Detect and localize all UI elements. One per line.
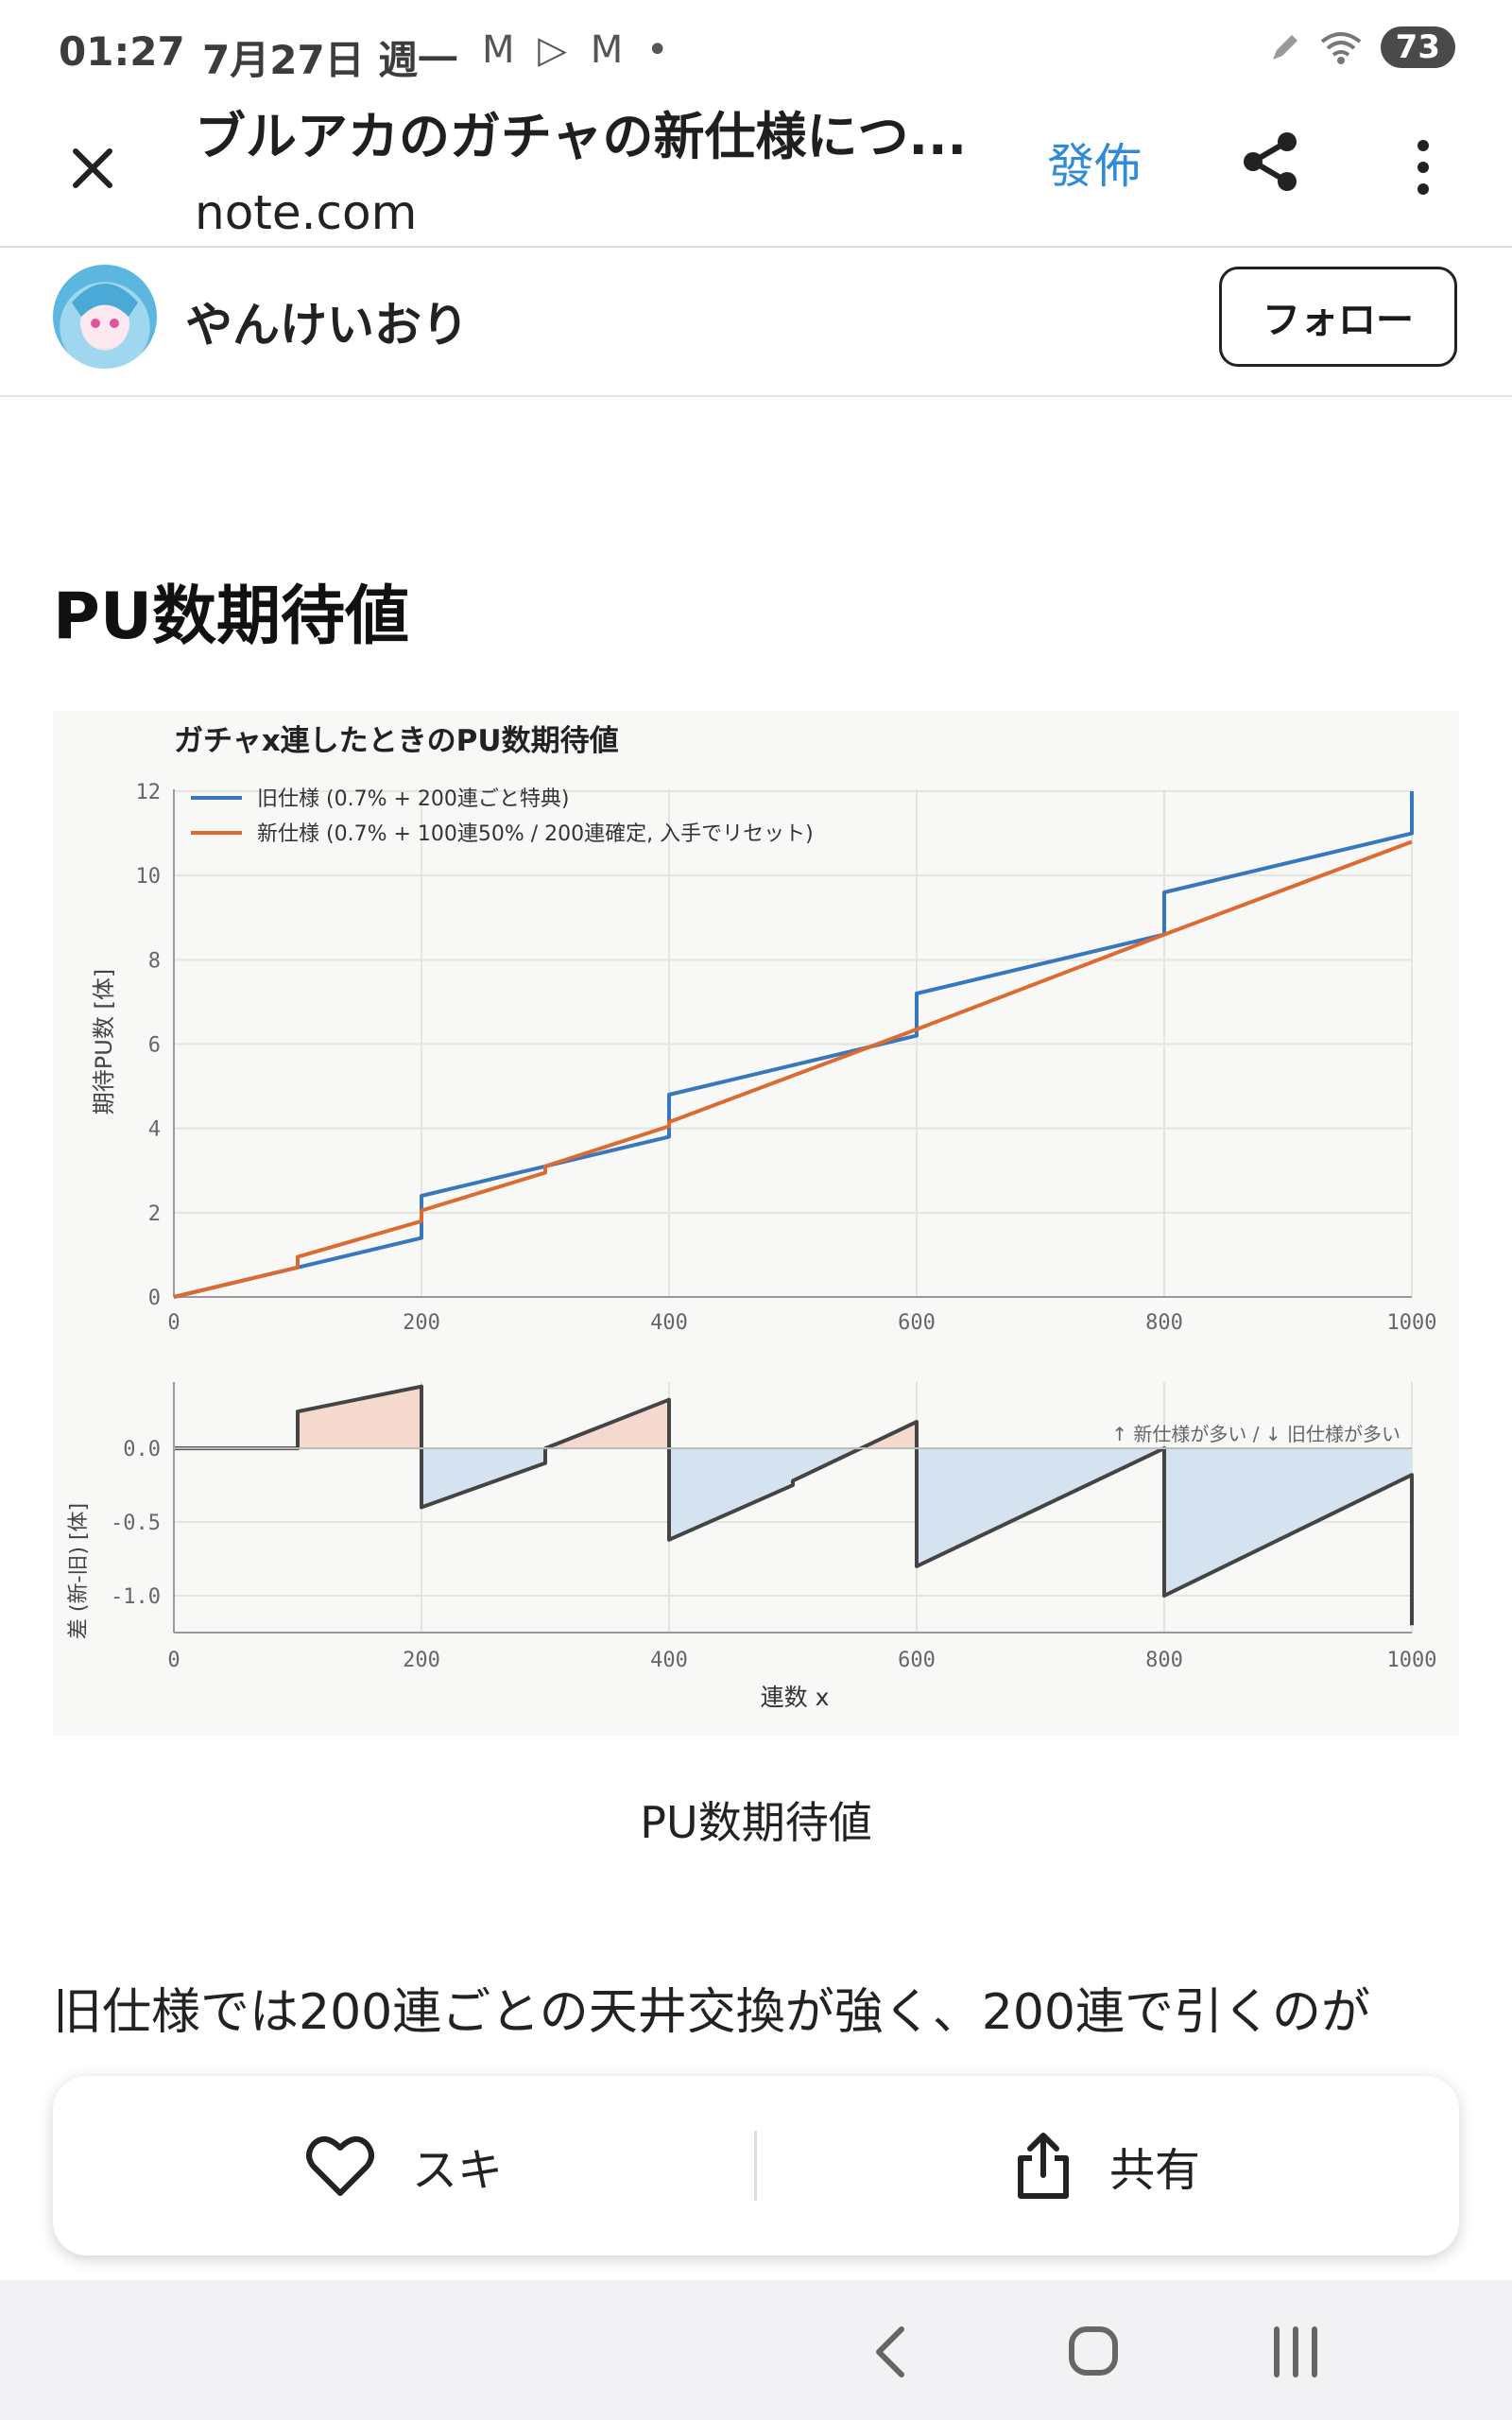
- top-x-tick-label: 800: [1145, 1311, 1183, 1335]
- top-chart-series: [173, 791, 1414, 1299]
- top-chart-axes: 0 200 400 600 800 1000 0 2 4 6 8 10 12: [136, 781, 1437, 1335]
- bottom-chart-axes: 0 200 400 600 800 1000 0.0 -0.5 -1.0: [111, 1382, 1436, 1672]
- page-title: ブルアカのガチャの新仕様につ...: [195, 107, 967, 166]
- legend-label-new: 新仕様 (0.7% + 100連50% / 200連確定, 入手でリセット): [257, 822, 814, 846]
- top-y-axis-label: 期待PU数 [体]: [91, 969, 117, 1115]
- figure-caption: PU数期待値: [640, 1797, 872, 1848]
- bottom-x-axis-label: 連数 x: [761, 1684, 830, 1711]
- bottom-annotation: ↑ 新仕様が多い / ↓ 旧仕様が多い: [1111, 1423, 1400, 1445]
- chart-legend: 旧仕様 (0.7% + 200連ごと特典) 新仕様 (0.7% + 100連50…: [191, 787, 814, 846]
- like-label: スキ: [411, 2144, 503, 2197]
- edit-pencil-icon: [1272, 35, 1297, 60]
- diff-fill-negative: [1164, 1448, 1412, 1597]
- nav-back-button[interactable]: [850, 2314, 936, 2390]
- status-time: 01:27: [59, 28, 185, 75]
- bottom-y-axis-label: 差 (新-旧) [体]: [67, 1503, 91, 1639]
- battery-badge: 73: [1380, 26, 1455, 68]
- top-x-tick-label: 200: [403, 1311, 440, 1335]
- bottom-x-tick-label: 800: [1145, 1649, 1183, 1672]
- top-y-tick-label: 2: [148, 1202, 161, 1226]
- article-body-text: 旧仕様では200連ごとの天井交換が強く、200連で引くのが: [53, 1984, 1370, 2041]
- diff-fill-negative: [669, 1448, 793, 1540]
- share-label: 共有: [1108, 2144, 1200, 2197]
- bottom-y-tick-label: -1.0: [111, 1585, 161, 1609]
- browser-header: ブルアカのガチャの新仕様につ... note.com 發佈: [0, 95, 1512, 248]
- bottom-x-tick-label: 400: [650, 1649, 688, 1672]
- action-bar: スキ 共有: [53, 2076, 1459, 2256]
- upload-share-icon: [1017, 2133, 1069, 2199]
- avatar[interactable]: [53, 265, 157, 369]
- top-y-tick-label: 8: [148, 949, 161, 973]
- bottom-x-tick-label: 0: [167, 1649, 180, 1672]
- more-vert-icon: [1418, 140, 1429, 195]
- chart-title: ガチャx連したときのPU数期待値: [174, 724, 619, 758]
- top-chart-grid: [173, 789, 1413, 1298]
- top-y-tick-label: 4: [148, 1118, 161, 1142]
- top-x-tick-label: 400: [650, 1311, 688, 1335]
- close-button[interactable]: [55, 130, 130, 206]
- top-y-tick-label: 12: [136, 781, 162, 804]
- diff-fill-positive: [861, 1422, 917, 1449]
- status-bar: 01:27 7月27日 週一 M ▷ M • 73: [0, 0, 1512, 95]
- notification-icons: M ▷ M •: [482, 28, 675, 72]
- status-date: 7月27日 週一: [202, 37, 458, 83]
- top-x-tick-label: 1000: [1387, 1311, 1437, 1335]
- recents-icon: [1274, 2326, 1317, 2377]
- top-y-tick-label: 0: [148, 1287, 161, 1310]
- heart-icon: [306, 2135, 374, 2196]
- action-divider: [754, 2131, 757, 2201]
- bottom-x-tick-label: 1000: [1387, 1649, 1437, 1672]
- back-icon: [876, 2326, 904, 2377]
- publish-button[interactable]: 發佈: [1047, 139, 1142, 194]
- system-nav-bar: [0, 2280, 1512, 2420]
- section-heading: PU数期待値: [53, 579, 410, 654]
- nav-home-button[interactable]: [1051, 2314, 1136, 2390]
- diff-fill-negative: [421, 1448, 545, 1508]
- bottom-x-tick-label: 200: [403, 1649, 440, 1672]
- bottom-y-tick-label: 0.0: [123, 1438, 161, 1461]
- home-icon: [1069, 2326, 1118, 2376]
- chart-svg: ガチャx連したときのPU数期待値 0 200 400 600 800 1000 0 2 4 6 8 1…: [67, 724, 1437, 1711]
- chart-figure[interactable]: ガチャx連したときのPU数期待値 0 200 400 600 800 1000 0 2 4 6 8 1…: [53, 711, 1459, 1736]
- top-x-tick-label: 0: [167, 1311, 180, 1335]
- top-y-tick-label: 10: [136, 865, 162, 889]
- follow-button[interactable]: フォロー: [1219, 267, 1457, 367]
- share-button[interactable]: [1238, 129, 1304, 195]
- close-icon: [73, 148, 112, 188]
- top-x-tick-label: 600: [898, 1311, 936, 1335]
- series-line-new-spec: [173, 839, 1413, 1299]
- bottom-x-tick-label: 600: [898, 1649, 936, 1672]
- author-name[interactable]: やんけいおり: [185, 298, 469, 353]
- more-options-button[interactable]: [1395, 134, 1452, 200]
- diff-fill-positive: [298, 1386, 421, 1449]
- bottom-y-tick-label: -0.5: [111, 1512, 161, 1535]
- wifi-icon: [1320, 32, 1361, 64]
- share-action-button[interactable]: 共有: [756, 2076, 1459, 2256]
- legend-label-old: 旧仕様 (0.7% + 200連ごと特典): [257, 787, 569, 811]
- avatar-illustration: [72, 284, 138, 348]
- share-icon: [1244, 132, 1297, 191]
- top-y-tick-label: 6: [148, 1034, 161, 1058]
- nav-recents-button[interactable]: [1253, 2314, 1338, 2390]
- author-bar: やんけいおり フォロー: [0, 248, 1512, 397]
- diff-fill-positive: [545, 1399, 669, 1449]
- bottom-chart-series: [174, 1384, 1414, 1626]
- like-button[interactable]: スキ: [53, 2076, 756, 2256]
- diff-series-line: [174, 1384, 1414, 1626]
- page-domain: note.com: [195, 185, 418, 240]
- status-right: 73: [1269, 26, 1455, 68]
